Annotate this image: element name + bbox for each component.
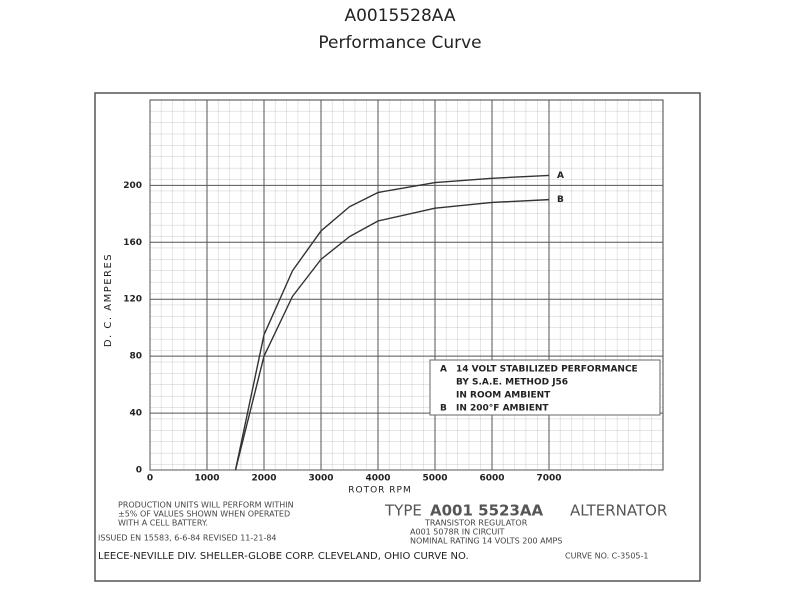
- y-tick-label: 160: [123, 238, 142, 248]
- y-axis-label: D. C. AMPERES: [103, 253, 114, 347]
- y-tick-label: 200: [123, 181, 142, 191]
- footer: PRODUCTION UNITS WILL PERFORM WITHIN ±5%…: [98, 501, 667, 563]
- x-tick-label: 7000: [536, 474, 561, 484]
- footer-text: ±5% OF VALUES SHOWN WHEN OPERATED: [118, 510, 290, 519]
- footer-text: ALTERNATOR: [570, 502, 667, 520]
- legend-text: B: [440, 404, 447, 414]
- footer-text: LEECE-NEVILLE DIV. SHELLER-GLOBE CORP. C…: [98, 551, 469, 562]
- footer-text: TYPE: [384, 502, 422, 520]
- data-line: [234, 198, 550, 471]
- x-tick-label: 6000: [479, 474, 504, 484]
- x-tick-label: 4000: [365, 474, 390, 484]
- footer-text: TRANSISTOR REGULATOR: [424, 519, 528, 528]
- legend-text: BY S.A.E. METHOD J56: [456, 378, 568, 388]
- chart-subtitle: Performance Curve: [318, 33, 481, 53]
- legend-text: IN 200°F AMBIENT: [456, 404, 549, 414]
- x-tick-label: 2000: [251, 474, 276, 484]
- chart-title: A0015528AA: [344, 6, 455, 26]
- footer-text: A001 5523AA: [430, 502, 543, 520]
- footer-text: A001 5078R IN CIRCUIT: [410, 528, 505, 537]
- legend-text: A: [440, 365, 447, 375]
- footer-text: NOMINAL RATING 14 VOLTS 200 AMPS: [410, 537, 562, 546]
- footer-text: WITH A CELL BATTERY.: [118, 519, 208, 528]
- y-tick-label: 120: [123, 295, 142, 305]
- y-tick-label: 40: [129, 409, 142, 419]
- x-tick-label: 3000: [308, 474, 333, 484]
- x-axis-label: ROTOR RPM: [348, 486, 411, 496]
- series-label: A: [557, 171, 564, 181]
- data-line: [234, 174, 550, 471]
- x-tick-label: 5000: [422, 474, 447, 484]
- x-tick-label: 1000: [194, 474, 219, 484]
- footer-text: PRODUCTION UNITS WILL PERFORM WITHIN: [118, 501, 294, 510]
- legend-box: [429, 359, 661, 416]
- legend: A 14 VOLT STABILIZED PERFORMANCE BY S.A.…: [429, 359, 661, 416]
- series-label: B: [557, 195, 564, 205]
- footer-text: ISSUED EN 15583, 6-6-84 REVISED 11-21-84: [98, 534, 277, 543]
- x-tick-label: 0: [147, 474, 153, 484]
- legend-text: IN ROOM AMBIENT: [456, 391, 551, 401]
- footer-text: CURVE NO. C-3505-1: [565, 552, 648, 561]
- sheet-border: [94, 92, 701, 582]
- legend-text: 14 VOLT STABILIZED PERFORMANCE: [456, 365, 638, 375]
- y-tick-label: 80: [129, 352, 142, 362]
- y-tick-label: 0: [136, 466, 142, 476]
